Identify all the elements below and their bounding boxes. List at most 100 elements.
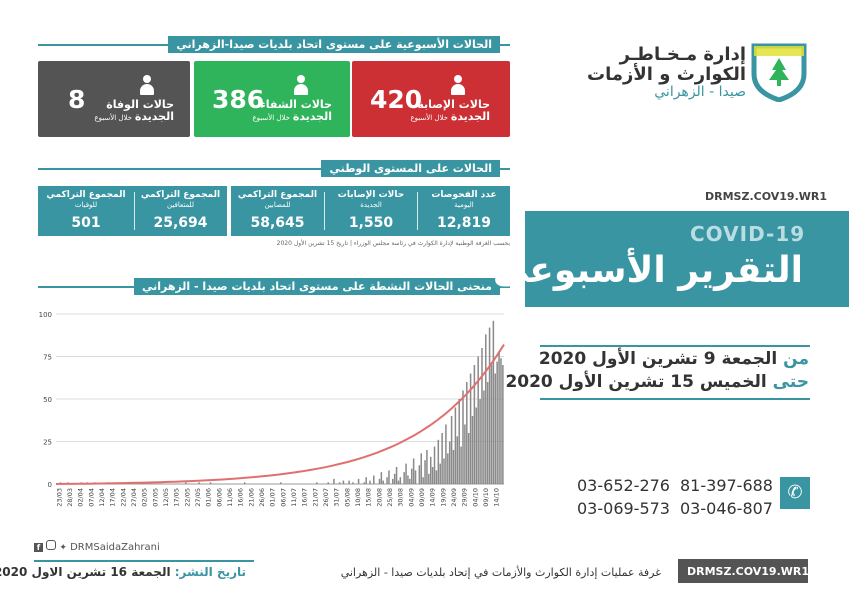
chart-bar xyxy=(280,482,282,484)
national-cumulative-deaths-stat: المجموع التراكمي للوفيات 501 xyxy=(38,190,134,231)
x-tick-label: 01/06 xyxy=(205,488,213,507)
chart-bar xyxy=(410,468,413,484)
date-from-prefix: من xyxy=(783,349,809,369)
x-tick-label: 15/08 xyxy=(365,488,373,507)
stat-sub: للمصابين xyxy=(264,201,291,209)
chart-bar xyxy=(486,382,489,484)
national-new-cases-stat: حالات الإصابات الجديدة 1,550 xyxy=(325,190,417,231)
chart-bar xyxy=(407,475,409,484)
phone-number[interactable]: 03-069-573 xyxy=(577,499,670,518)
x-tick-label: 02/04 xyxy=(77,488,85,507)
twitter-icon[interactable]: ✦ xyxy=(59,543,67,553)
card-label-2: الجديدة xyxy=(134,110,174,123)
chart-bar xyxy=(426,450,428,484)
date-to: حتى الخميس 15 تشرين الأول 2020 xyxy=(505,372,809,392)
chart-bar xyxy=(198,482,200,484)
date-from: من الجمعة 9 تشرين الأول 2020 xyxy=(539,349,809,369)
report-code: DRMSZ.COV19.WR1 xyxy=(705,190,828,203)
chart-bar xyxy=(412,458,415,484)
ops-room-text: غرفة عمليات إدارة الكوارث والأزمات في إت… xyxy=(340,566,661,579)
national-cumulative-recovered-stat: المجموع التراكمي للمتعافين 25,694 xyxy=(134,190,227,231)
x-tick-label: 27/05 xyxy=(194,488,202,507)
chart-bar xyxy=(431,467,434,484)
chart-bar xyxy=(490,365,493,484)
card-label: حالات الوفاة xyxy=(106,98,174,111)
x-tick-label: 09/09 xyxy=(418,488,426,507)
x-tick-label: 29/09 xyxy=(461,488,469,507)
footer-line xyxy=(34,560,254,562)
chart-bar xyxy=(488,327,491,484)
phone-number[interactable]: 03-652-276 xyxy=(577,476,670,495)
chart-bar xyxy=(338,482,341,484)
phone-icon: ✆ xyxy=(780,477,810,509)
x-tick-label: 12/04 xyxy=(98,488,106,507)
chart-bar xyxy=(481,348,483,484)
stat-title: عدد الفحوصات xyxy=(431,190,497,200)
x-tick-label: 26/07 xyxy=(322,488,330,507)
stat-title: المجموع التراكمي xyxy=(237,190,318,200)
active-cases-chart: 0 25 50 75 100 23/03 28/03 02/04 07/04 12/04 17/04… xyxy=(39,311,505,507)
instagram-icon[interactable] xyxy=(46,540,57,550)
person-icon xyxy=(140,75,154,97)
x-tick-label: 16/06 xyxy=(237,488,245,507)
card-sub: خلال الأسبوع xyxy=(410,114,448,122)
x-tick-label: 24/09 xyxy=(450,488,458,507)
chart-bar xyxy=(327,482,329,484)
social-handle[interactable]: DRMSaidaZahrani xyxy=(70,542,160,553)
x-tick-label: 27/04 xyxy=(130,488,138,507)
stat-value: 1,550 xyxy=(348,215,394,231)
phone-number[interactable]: 81-397-688 xyxy=(680,476,773,495)
chart-bar xyxy=(369,480,371,484)
chart-bar xyxy=(439,463,441,484)
chart-bar xyxy=(395,467,398,484)
weekly-header: الحالات الأسبوعية على مستوى اتحاد بلديات… xyxy=(168,36,500,53)
stat-sub: للوفيات xyxy=(74,201,98,209)
org-name-line3: صيدا - الزهراني xyxy=(654,84,746,100)
x-tick-label: 12/05 xyxy=(162,488,170,507)
chart-bar xyxy=(445,424,447,484)
phone-number[interactable]: 03-046-807 xyxy=(680,499,773,518)
national-header: الحالات على المستوى الوطني xyxy=(321,160,500,177)
org-name-line2: الكوارث و الأزمات xyxy=(587,64,746,85)
publish-date: تاريخ النشر: الجمعة 16 تشرين الاول 2020 xyxy=(0,565,246,579)
chart-bar xyxy=(433,446,436,484)
date-to-value: الخميس 15 تشرين الأول 2020 xyxy=(505,372,767,392)
national-left-panel xyxy=(38,186,227,236)
chart-bar xyxy=(477,356,479,484)
chart-bar xyxy=(492,320,495,484)
chart-bar xyxy=(443,458,445,484)
footer-code-box xyxy=(678,559,808,583)
report-title-panel xyxy=(525,211,849,307)
chart-bar xyxy=(392,478,394,484)
chart-bar xyxy=(380,472,383,484)
chart-bar xyxy=(316,482,318,484)
x-tick-label: 21/07 xyxy=(311,488,319,507)
chart-bar xyxy=(399,477,402,484)
x-tick-label: 11/06 xyxy=(226,488,234,507)
x-tick-label: 16/07 xyxy=(301,488,309,507)
new-recoveries-card: حالات الشفاء الجديدة خلال الأسبوع 386 xyxy=(194,61,350,137)
organization-logo xyxy=(751,43,807,102)
chart-bar xyxy=(393,473,396,484)
card-value: 386 xyxy=(212,85,265,114)
chart-bar xyxy=(469,373,472,484)
chart-bar xyxy=(348,480,350,484)
chart-bar xyxy=(496,361,498,484)
x-tick-label: 04/09 xyxy=(407,488,415,507)
x-tick-label: 07/04 xyxy=(87,488,95,507)
report-title: التقرير الأسبوعي xyxy=(492,250,803,291)
x-tick-label: 21/06 xyxy=(247,488,255,507)
chart-bar xyxy=(458,399,460,484)
chart-bar xyxy=(454,407,457,484)
facebook-icon[interactable]: f xyxy=(34,543,43,552)
chart-bar xyxy=(243,482,246,484)
chart-bar xyxy=(373,475,375,484)
chart-bar xyxy=(422,477,424,484)
card-label-2: الجديدة xyxy=(450,110,490,123)
national-tests-stat: عدد الفحوصات اليومية 12,819 xyxy=(418,190,510,231)
covid-label: COVID-19 xyxy=(690,222,806,246)
x-tick-label: 14/10 xyxy=(493,488,501,507)
national-source-note: بحسب الغرفة الوطنية لإدارة الكوارث في رئ… xyxy=(276,240,510,247)
publish-date-value: الجمعة 16 تشرين الاول 2020 xyxy=(0,565,171,579)
x-tick-label: 17/05 xyxy=(173,488,181,507)
